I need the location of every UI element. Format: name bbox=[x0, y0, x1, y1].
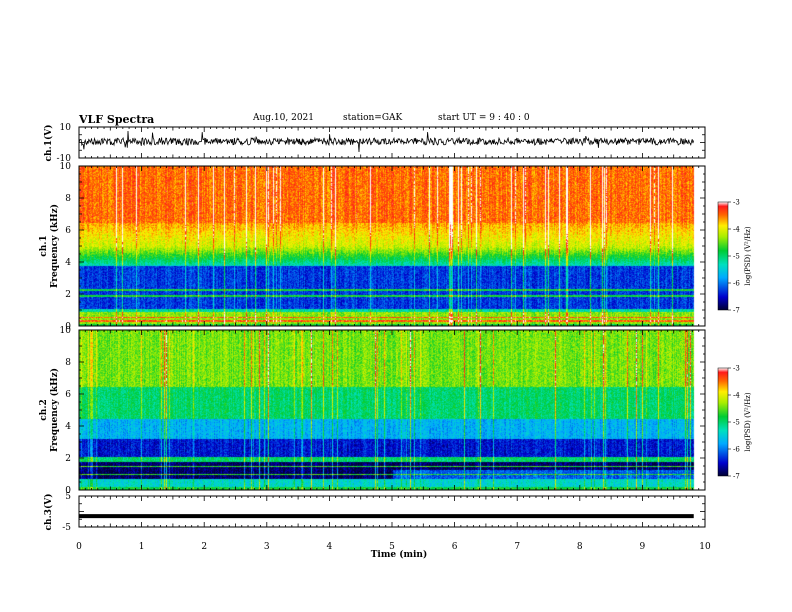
freq-tick-label: 2 bbox=[65, 290, 71, 300]
x-tick-label: 0 bbox=[76, 542, 82, 552]
x-tick-label: 10 bbox=[699, 542, 711, 552]
ch3-waveform-ylabel: ch.3(V) bbox=[43, 494, 54, 531]
x-tick-label: 5 bbox=[389, 542, 395, 552]
waveform-tick-label: -10 bbox=[57, 154, 72, 164]
x-tick-label: 1 bbox=[139, 542, 145, 552]
ch1-waveform-ylabel: ch.1(V) bbox=[43, 125, 54, 162]
ch1-waveform-line bbox=[78, 130, 694, 153]
colorbar-tick-label: -3 bbox=[733, 199, 740, 207]
colorbar-tick-label: -6 bbox=[733, 446, 740, 454]
freq-tick-label: 6 bbox=[65, 390, 71, 400]
plot-title: VLF Spectra bbox=[79, 113, 155, 126]
station-label: station=GAK bbox=[343, 113, 403, 123]
freq-tick-label: 8 bbox=[65, 358, 71, 368]
freq-tick-label: 0 bbox=[65, 486, 71, 496]
x-tick-label: 6 bbox=[452, 542, 458, 552]
freq-tick-label: 10 bbox=[60, 162, 72, 172]
freq-tick-label: 2 bbox=[65, 454, 71, 464]
freq-tick-label: 4 bbox=[65, 422, 71, 432]
ch1-colorbar bbox=[717, 201, 729, 311]
colorbar-tick-label: -4 bbox=[733, 392, 740, 400]
colorbar-tick-label: -3 bbox=[733, 365, 740, 373]
x-tick-label: 8 bbox=[577, 542, 583, 552]
freq-tick-label: 4 bbox=[65, 258, 71, 268]
freq-tick-label: 0 bbox=[65, 322, 71, 332]
x-tick-label: 3 bbox=[264, 542, 270, 552]
colorbar-tick-label: -6 bbox=[733, 280, 740, 288]
colorbar-tick-label: -5 bbox=[733, 253, 740, 261]
ch2-frequency-ylabel: Frequency (kHz) bbox=[49, 368, 60, 452]
waveform-tick-label: -5 bbox=[62, 523, 71, 533]
waveform-tick-label: 5 bbox=[65, 492, 71, 502]
start-time-label: start UT = 9 : 40 : 0 bbox=[438, 113, 530, 123]
freq-tick-label: 8 bbox=[65, 194, 71, 204]
ch2-channel-label: ch.2 bbox=[39, 399, 49, 420]
waveform-tick-label: 10 bbox=[60, 123, 72, 133]
ch1-spectrogram-canvas bbox=[79, 166, 705, 326]
colorbar-tick-label: -7 bbox=[733, 307, 740, 315]
x-axis-label: Time (min) bbox=[371, 549, 428, 560]
axis-ticks bbox=[78, 126, 706, 528]
ch2-spectrogram-canvas bbox=[79, 330, 705, 490]
ch2-colorbar-label: log(PSD) (V²/Hz) bbox=[744, 392, 752, 451]
ch1-colorbar-label: log(PSD) (V²/Hz) bbox=[744, 226, 752, 285]
date-label: Aug.10, 2021 bbox=[253, 113, 314, 123]
ch1-channel-label: ch.1 bbox=[39, 235, 49, 256]
freq-tick-label: 6 bbox=[65, 226, 71, 236]
freq-tick-label: 10 bbox=[60, 326, 72, 336]
x-tick-label: 7 bbox=[514, 542, 520, 552]
ch1-frequency-ylabel: Frequency (kHz) bbox=[49, 204, 60, 288]
colorbar-ticks: -3 -4 -5 -6 -7 -3 -4 -5 -6 -7 bbox=[728, 199, 740, 481]
colorbar-tick-label: -4 bbox=[733, 226, 740, 234]
colorbar-tick-label: -7 bbox=[733, 473, 740, 481]
x-tick-label: 2 bbox=[201, 542, 207, 552]
ch2-colorbar bbox=[717, 367, 729, 477]
x-tick-label: 9 bbox=[640, 542, 646, 552]
x-tick-label: 4 bbox=[327, 542, 333, 552]
colorbar-tick-label: -5 bbox=[733, 419, 740, 427]
